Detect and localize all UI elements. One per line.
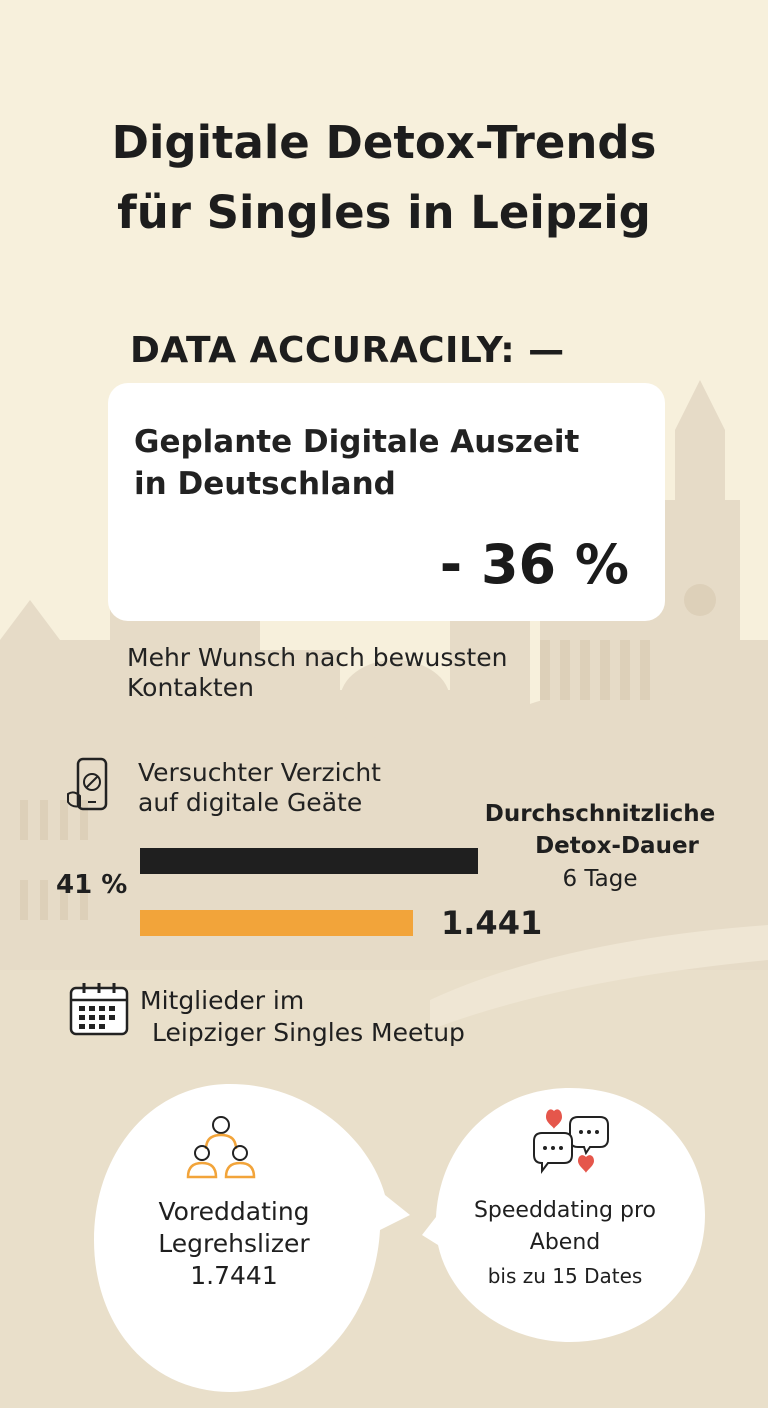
bubble-right-shape	[422, 1088, 705, 1342]
card-value: - 36 %	[439, 533, 629, 596]
accuracy-label: DATA ACCURACILY: —	[130, 330, 565, 371]
chat-hearts-icon	[533, 1109, 609, 1174]
meetup-text: Mitglieder im Leipziger Singles Meetup	[140, 986, 465, 1047]
devices-count: 1.441	[441, 904, 543, 942]
devices-bar-orange	[140, 910, 413, 936]
page-title: Digitale Detox-Trends für Singles in Lei…	[111, 116, 657, 239]
devices-percent: 41 %	[56, 870, 128, 900]
group-icon	[186, 1116, 256, 1179]
detox-duration: Durchschnitzliche Detox-Dauer 6 Tage	[484, 801, 716, 892]
bubble-left-shape	[94, 1084, 410, 1392]
calendar-icon	[69, 983, 129, 1036]
detox-plan-card: Geplante Digitale Auszeit in Deutschland…	[108, 383, 665, 621]
devices-text: Versuchter Verzicht auf digitale Geäte	[138, 758, 381, 817]
bubble-left-text: Voreddating Legrehslizer 1.7441	[158, 1197, 310, 1290]
devices-bar-black	[140, 848, 478, 874]
bubble-right-text: Speeddating pro Abend bis zu 15 Dates	[473, 1198, 657, 1288]
wish-text: Mehr Wunsch nach bewussten Kontakten	[127, 643, 508, 702]
phone-icon	[67, 757, 108, 811]
card-title: Geplante Digitale Auszeit in Deutschland	[134, 424, 580, 502]
